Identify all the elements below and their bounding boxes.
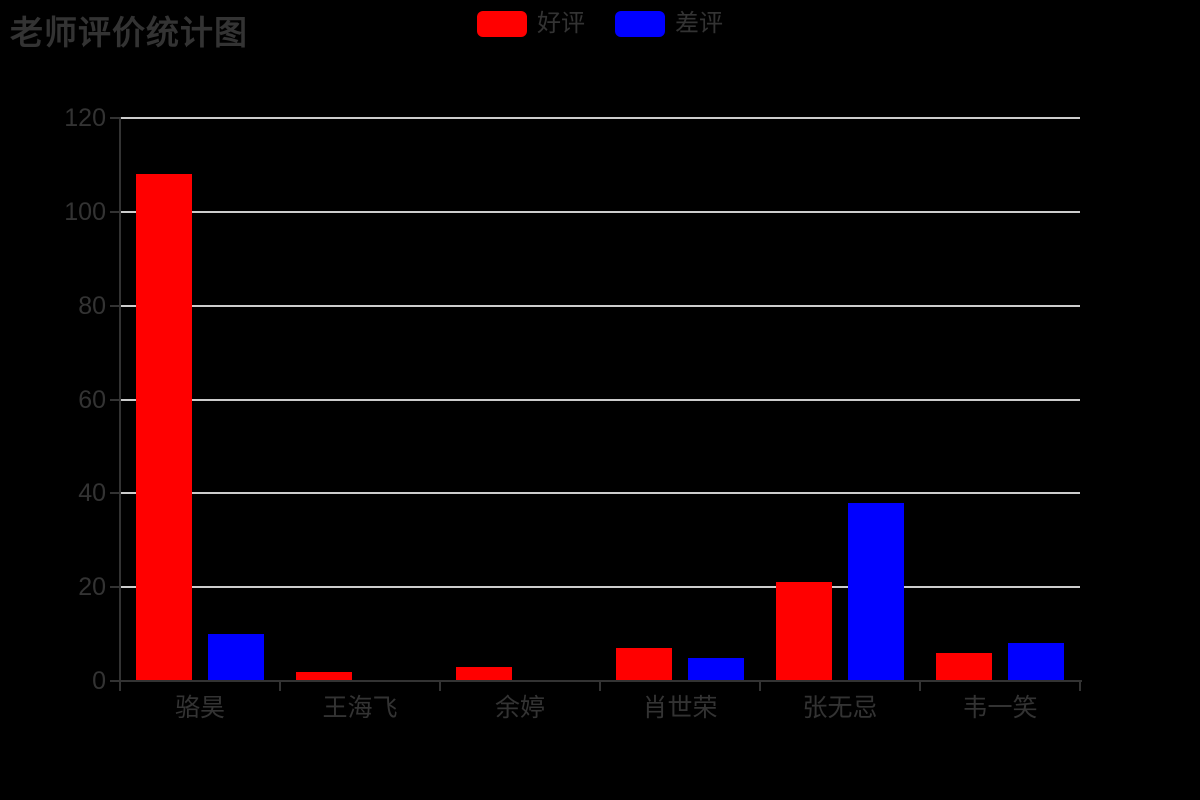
gridline-60	[120, 398, 1080, 401]
gridline-100	[120, 210, 1080, 213]
bar-差评-肖世荣[interactable]	[688, 658, 744, 681]
legend-label-negative: 差评	[675, 10, 723, 37]
bar-好评-张无忌[interactable]	[776, 582, 832, 681]
bar-差评-韦一笑[interactable]	[1008, 643, 1064, 681]
y-tick-40	[110, 492, 120, 495]
x-axis-label-张无忌: 张无忌	[802, 694, 878, 722]
y-tick-label-80: 80	[78, 291, 106, 320]
bar-好评-肖世荣[interactable]	[616, 648, 672, 681]
gridline-40	[120, 492, 1080, 495]
bar-好评-余婷[interactable]	[456, 667, 512, 681]
y-tick-120	[110, 117, 120, 119]
x-tick-5	[919, 681, 921, 691]
y-tick-label-0: 0	[92, 667, 106, 695]
x-tick-3	[599, 681, 601, 691]
x-axis-label-骆昊: 骆昊	[174, 694, 225, 722]
y-tick-label-40: 40	[78, 479, 106, 508]
y-tick-0	[110, 680, 120, 682]
y-tick-label-20: 20	[78, 573, 106, 602]
bar-好评-骆昊[interactable]	[136, 174, 192, 681]
x-tick-2	[439, 681, 441, 691]
y-tick-80	[110, 304, 120, 307]
bar-好评-韦一笑[interactable]	[936, 653, 992, 681]
y-tick-20	[110, 586, 120, 589]
gridline-20	[120, 586, 1080, 589]
x-tick-1	[279, 681, 281, 691]
x-axis-label-王海飞: 王海飞	[322, 694, 398, 722]
x-tick-4	[759, 681, 761, 691]
legend-label-positive: 好评	[537, 10, 585, 37]
gridline-80	[120, 304, 1080, 307]
bar-差评-骆昊[interactable]	[208, 634, 264, 681]
x-axis-label-韦一笑: 韦一笑	[962, 694, 1038, 722]
legend-item-negative[interactable]: 差评	[615, 11, 723, 37]
y-axis-line	[119, 117, 121, 683]
x-axis-label-余婷: 余婷	[494, 694, 545, 722]
chart-title: 老师评价统计图	[10, 14, 248, 51]
legend: 好评 差评	[477, 11, 723, 37]
y-tick-100	[110, 210, 120, 213]
legend-item-positive[interactable]: 好评	[477, 11, 585, 37]
legend-swatch-negative-icon	[615, 11, 665, 37]
x-tick-0	[119, 681, 121, 691]
y-tick-label-120: 120	[64, 104, 106, 132]
bar-差评-张无忌[interactable]	[848, 503, 904, 681]
y-tick-label-60: 60	[78, 385, 106, 414]
bar-好评-王海飞[interactable]	[296, 672, 352, 681]
gridline-120	[120, 117, 1080, 119]
y-tick-60	[110, 398, 120, 401]
legend-swatch-positive-icon	[477, 11, 527, 37]
x-axis-label-肖世荣: 肖世荣	[642, 694, 718, 722]
y-tick-label-100: 100	[64, 197, 106, 226]
x-tick-6	[1079, 681, 1081, 691]
